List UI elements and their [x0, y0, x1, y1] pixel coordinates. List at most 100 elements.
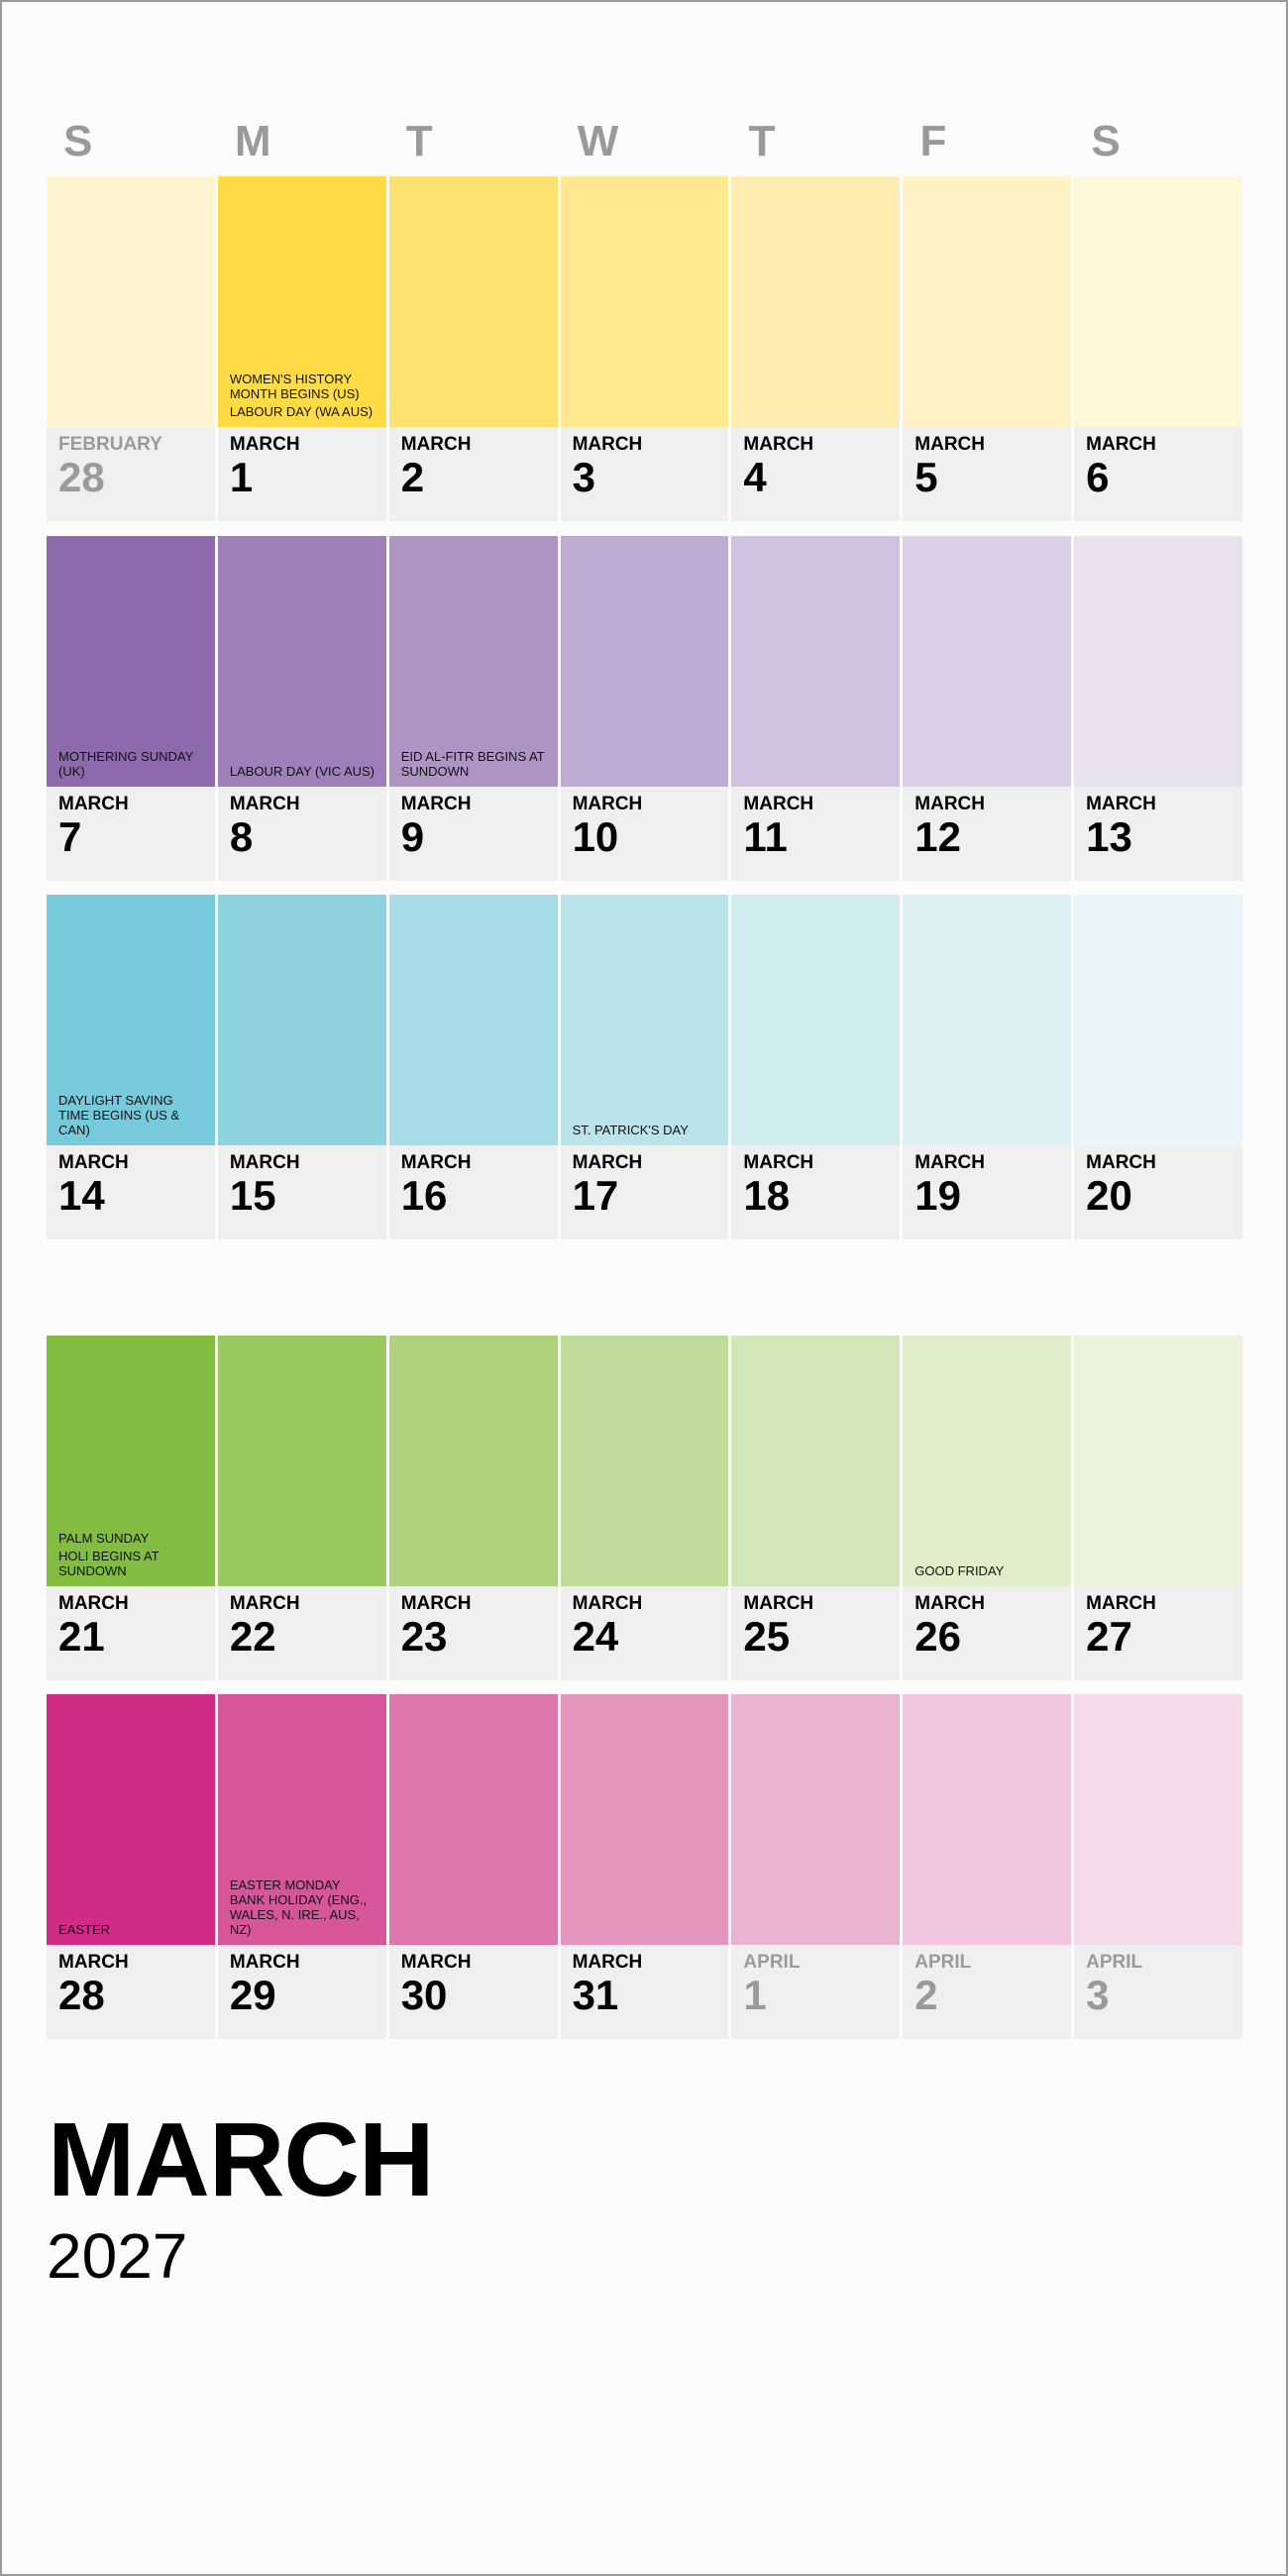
day-cell[interactable]: MARCH 18: [731, 895, 901, 1239]
date-box: MARCH 8: [217, 787, 386, 881]
day-cell[interactable]: MARCH 20: [1074, 895, 1242, 1239]
day-color-swatch: [903, 536, 1072, 787]
month-title: MARCH: [48, 2101, 434, 2218]
date-box: MARCH 25: [731, 1586, 901, 1680]
day-color-swatch: [388, 176, 558, 427]
day-cell[interactable]: EASTER MONDAY BANK HOLIDAY (ENG., WALES,…: [217, 1694, 386, 2039]
day-cell[interactable]: EID AL-FITR BEGINS AT SUNDOWN MARCH 9: [388, 536, 558, 881]
day-number: 29: [229, 1972, 276, 2018]
month-label: MARCH: [229, 1952, 300, 1973]
day-color-swatch: [388, 1694, 558, 1945]
day-cell[interactable]: EASTER MARCH 28: [47, 1694, 215, 2039]
date-box: MARCH 20: [1074, 1145, 1242, 1239]
day-cell[interactable]: PALM SUNDAY HOLI BEGINS AT SUNDOWN MARCH 21: [47, 1336, 215, 1680]
day-cell[interactable]: MARCH 22: [217, 1336, 386, 1680]
day-color-swatch: [1074, 895, 1242, 1145]
month-label: MARCH: [914, 1593, 985, 1614]
day-color-swatch: [560, 536, 729, 787]
day-color-swatch: [1074, 1336, 1242, 1586]
weekday-label: M: [234, 117, 271, 165]
day-cell[interactable]: MARCH 11: [731, 536, 901, 881]
day-cell[interactable]: APRIL 1: [731, 1694, 901, 2039]
day-color-swatch: EASTER MONDAY BANK HOLIDAY (ENG., WALES,…: [217, 1694, 386, 1945]
date-box: APRIL 3: [1074, 1945, 1242, 2039]
month-label: MARCH: [572, 1152, 643, 1173]
day-number: 31: [572, 1972, 619, 2018]
day-number: 4: [743, 454, 767, 500]
day-number: 2: [400, 454, 425, 500]
day-cell[interactable]: MARCH 23: [388, 1336, 558, 1680]
date-box: MARCH 15: [217, 1145, 386, 1239]
day-color-swatch: [731, 895, 901, 1145]
day-number: 28: [58, 454, 105, 500]
month-label: APRIL: [914, 1952, 972, 1973]
month-label: MARCH: [572, 1952, 643, 1973]
day-cell[interactable]: MARCH 6: [1074, 176, 1242, 521]
day-cell[interactable]: MARCH 12: [903, 536, 1072, 881]
day-cell[interactable]: APRIL 3: [1074, 1694, 1242, 2039]
week-row: EASTER MARCH 28 EASTER MONDAY BANK HOLIDAY …: [47, 1694, 1242, 2039]
day-number: 14: [58, 1172, 105, 1219]
day-color-swatch: [388, 1336, 558, 1586]
day-color-swatch: [903, 176, 1072, 427]
day-cell[interactable]: LABOUR DAY (VIC AUS) MARCH 8: [217, 536, 386, 881]
day-cell[interactable]: MARCH 13: [1074, 536, 1242, 881]
event-list: EID AL-FITR BEGINS AT SUNDOWN: [401, 746, 550, 779]
day-color-swatch: [1074, 176, 1242, 427]
date-box: MARCH 17: [560, 1145, 729, 1239]
date-box: MARCH 21: [47, 1586, 215, 1680]
day-number: 17: [572, 1172, 619, 1219]
day-cell[interactable]: MOTHERING SUNDAY (UK) MARCH 7: [47, 536, 215, 881]
day-cell[interactable]: MARCH 15: [217, 895, 386, 1239]
month-label: MARCH: [914, 794, 985, 814]
day-cell[interactable]: DAYLIGHT SAVING TIME BEGINS (US & CAN) MA…: [47, 895, 215, 1239]
day-number: 23: [400, 1613, 448, 1660]
date-box: MARCH 11: [731, 787, 901, 881]
day-cell[interactable]: MARCH 3: [560, 176, 729, 521]
day-color-swatch: WOMEN'S HISTORY MONTH BEGINS (US) LABOUR …: [217, 176, 386, 427]
day-color-swatch: [903, 895, 1072, 1145]
day-cell[interactable]: MARCH 30: [388, 1694, 558, 2039]
day-cell[interactable]: MARCH 10: [560, 536, 729, 881]
day-cell[interactable]: MARCH 16: [388, 895, 558, 1239]
day-color-swatch: [217, 1336, 386, 1586]
day-cell[interactable]: ST. PATRICK'S DAY MARCH 17: [560, 895, 729, 1239]
day-cell[interactable]: MARCH 2: [388, 176, 558, 521]
event-text: HOLI BEGINS AT SUNDOWN: [58, 1549, 160, 1578]
month-label: FEBRUARY: [58, 434, 162, 455]
day-cell[interactable]: MARCH 27: [1074, 1336, 1242, 1680]
event-list: ST. PATRICK'S DAY: [573, 1120, 721, 1137]
year-label: 2027: [47, 2220, 188, 2292]
day-number: 20: [1086, 1172, 1132, 1219]
day-number: 7: [58, 813, 82, 860]
date-box: MARCH 6: [1074, 427, 1242, 521]
date-box: APRIL 1: [731, 1945, 901, 2039]
day-cell[interactable]: MARCH 24: [560, 1336, 729, 1680]
day-number: 26: [914, 1613, 961, 1660]
day-cell[interactable]: MARCH 19: [903, 895, 1072, 1239]
date-box: MARCH 12: [903, 787, 1072, 881]
day-color-swatch: [47, 176, 215, 427]
day-cell[interactable]: APRIL 2: [903, 1694, 1072, 2039]
day-color-swatch: [217, 895, 386, 1145]
day-cell[interactable]: MARCH 25: [731, 1336, 901, 1680]
date-box: MARCH 5: [903, 427, 1072, 521]
day-cell[interactable]: MARCH 4: [731, 176, 901, 521]
day-cell[interactable]: MARCH 31: [560, 1694, 729, 2039]
day-number: 19: [914, 1172, 961, 1219]
day-cell[interactable]: WOMEN'S HISTORY MONTH BEGINS (US) LABOUR …: [217, 176, 386, 521]
date-box: MARCH 18: [731, 1145, 901, 1239]
date-box: MARCH 9: [388, 787, 558, 881]
day-cell[interactable]: GOOD FRIDAY MARCH 26: [903, 1336, 1072, 1680]
event-text: PALM SUNDAY: [58, 1531, 150, 1546]
day-cell[interactable]: MARCH 5: [903, 176, 1072, 521]
day-cell[interactable]: FEBRUARY 28: [47, 176, 215, 521]
weekday-label: S: [1091, 117, 1121, 165]
day-number: 18: [743, 1172, 791, 1219]
day-number: 9: [400, 813, 425, 860]
day-color-swatch: [731, 176, 901, 427]
day-number: 3: [572, 454, 595, 500]
event-text: ST. PATRICK'S DAY: [572, 1123, 689, 1137]
week-row: FEBRUARY 28 WOMEN'S HISTORY MONTH BEGINS (…: [47, 176, 1242, 521]
